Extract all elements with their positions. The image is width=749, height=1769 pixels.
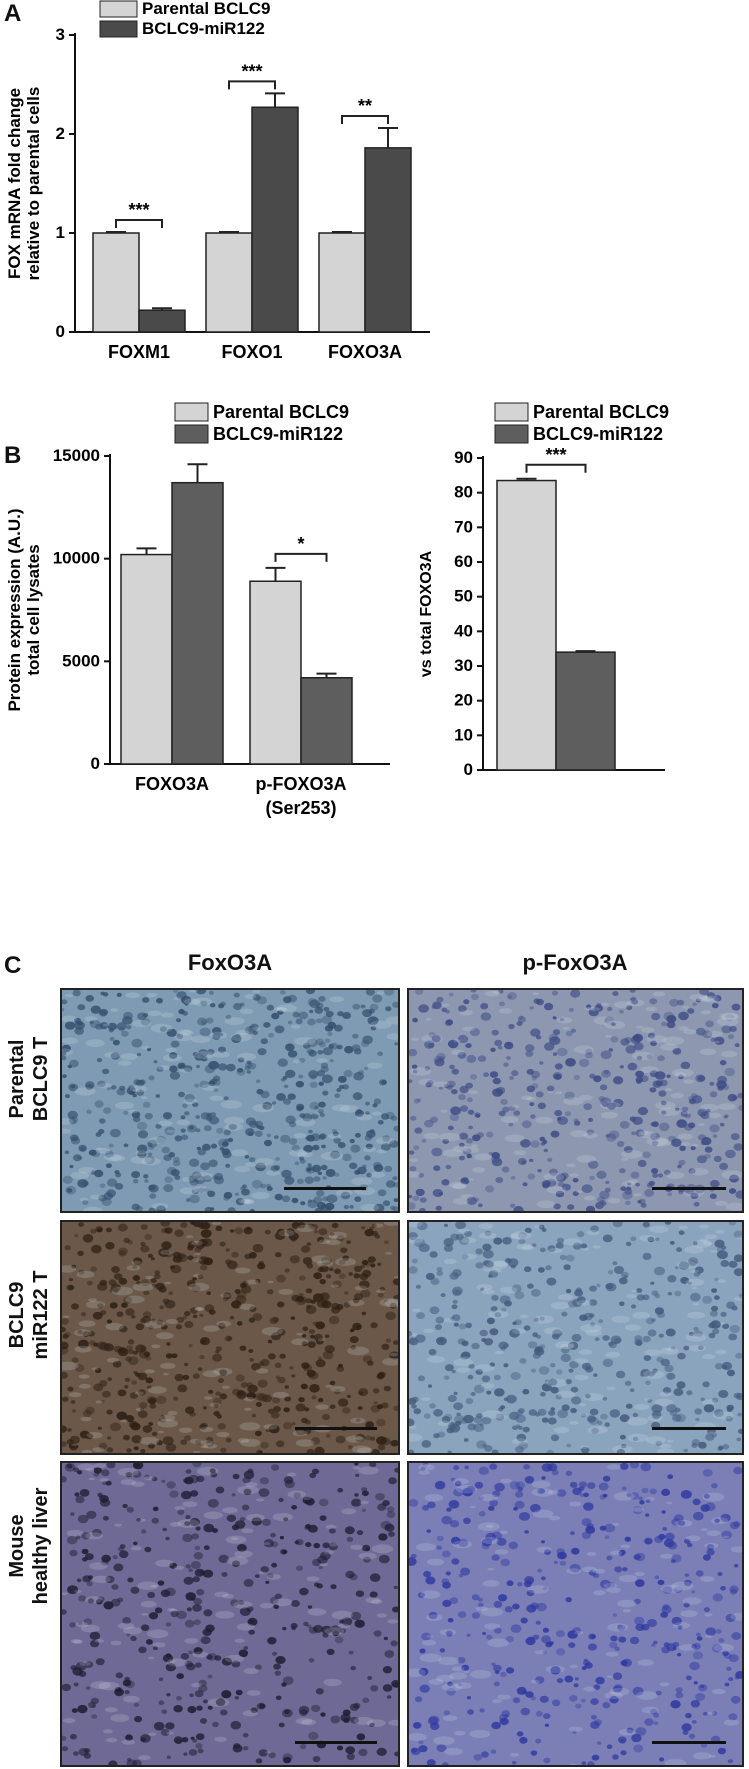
micrograph-parental-foxo3a <box>60 988 400 1213</box>
tissue-texture <box>62 1222 398 1453</box>
bar <box>120 553 173 765</box>
row-label-mir122: BCLC9 miR122 T <box>5 1200 55 1430</box>
tissue-texture <box>409 990 742 1211</box>
micrograph-liver-foxo3a <box>60 1461 400 1767</box>
micrograph-parental-p-foxo3a <box>407 988 744 1213</box>
bar <box>555 651 616 771</box>
y-axis-label: FOX mRNA fold change <box>5 88 24 279</box>
y-tick-label: 0 <box>464 760 473 779</box>
significance-label: * <box>297 534 304 554</box>
significance-label: *** <box>241 61 262 81</box>
legend-swatch <box>174 402 209 422</box>
chart-b-right: 0102030405060708090percentage of phospho… <box>420 402 669 779</box>
y-tick-label: 90 <box>454 448 473 467</box>
legend-label: Parental BCLC9 <box>142 0 270 18</box>
y-tick-label: 50 <box>454 587 473 606</box>
legend-swatch <box>99 20 138 38</box>
chart-b-left: 0 5000 10000 15000 Protein expression (A.U.)… <box>5 402 390 818</box>
legend-label: BCLC9-miR122 <box>142 19 265 38</box>
row-label-line: miR122 T <box>30 1270 52 1360</box>
micrograph-liver-p-foxo3a <box>407 1461 744 1767</box>
y-tick-label: 0 <box>91 754 100 773</box>
category-label: FOXO3A <box>328 342 402 362</box>
significance-bracket <box>274 552 328 562</box>
legend-label: Parental BCLC9 <box>533 402 669 422</box>
bar <box>496 479 557 771</box>
y-tick-label: 0 <box>56 322 65 341</box>
bar <box>318 232 366 333</box>
row-label-line: BCLC9 T <box>30 1036 52 1122</box>
y-axis-label: Protein expression (A.U.) <box>5 508 24 711</box>
row-label-line: healthy liver <box>30 1487 52 1605</box>
legend-swatch <box>494 402 529 422</box>
tissue-texture <box>62 1463 398 1765</box>
legend-label: Parental BCLC9 <box>213 402 349 422</box>
bar <box>138 309 186 333</box>
y-tick-label: 80 <box>454 483 473 502</box>
y-tick-label: 40 <box>454 621 473 640</box>
y-tick-label: 3 <box>56 25 65 44</box>
y-tick-label: 30 <box>454 656 473 675</box>
micrograph-mir122-p-foxo3a <box>407 1220 744 1455</box>
legend-swatch <box>99 0 138 18</box>
micrograph-mir122-foxo3a <box>60 1220 400 1455</box>
panel-letter-c: C <box>4 952 22 979</box>
column-title-foxo3a: FoxO3A <box>187 950 273 975</box>
significance-bracket <box>228 80 276 90</box>
y-axis-label: relative to parental cells <box>24 87 43 281</box>
y-tick-label: 10 <box>454 725 473 744</box>
category-label: p-FOXO3A <box>255 774 346 794</box>
y-axis-label: vs total FOXO3A <box>420 550 435 677</box>
bar <box>171 481 224 765</box>
row-label-line: BCLC9 <box>6 1281 28 1349</box>
panel-letter-b: B <box>4 442 22 469</box>
y-axis-label: total cell lysates <box>24 544 43 675</box>
row-label-line: Mouse <box>6 1514 28 1578</box>
chart-a: 0 1 2 3 FOX mRNA fold change relative to pare… <box>5 0 430 362</box>
tissue-texture <box>409 1222 742 1453</box>
y-tick-label: 70 <box>454 517 473 536</box>
significance-bracket <box>341 115 389 125</box>
significance-bracket <box>525 463 587 473</box>
legend-label: BCLC9-miR122 <box>533 424 663 444</box>
y-tick-label: 5000 <box>62 651 100 670</box>
y-tick-label: 20 <box>454 691 473 710</box>
y-tick-label: 60 <box>454 552 473 571</box>
bar <box>300 677 353 765</box>
row-label-parental: Parental BCLC9 T <box>5 964 55 1194</box>
row-label-line: Parental <box>6 1039 28 1119</box>
category-label: FOXO1 <box>221 342 282 362</box>
y-tick-label: 10000 <box>53 549 100 568</box>
significance-bracket <box>115 219 163 229</box>
bar <box>92 232 140 333</box>
bar <box>364 147 412 333</box>
category-label: FOXO3A <box>135 774 209 794</box>
tissue-texture <box>409 1463 742 1765</box>
category-label: FOXM1 <box>108 342 170 362</box>
bar <box>249 580 302 765</box>
bar <box>251 106 299 333</box>
legend-label: BCLC9-miR122 <box>213 424 343 444</box>
column-title-p-foxo3a: p-FoxO3A <box>522 950 628 975</box>
row-label-healthy-liver: Mouse healthy liver <box>5 1431 55 1661</box>
bar <box>205 232 253 333</box>
legend-swatch <box>174 424 209 444</box>
panel-letter-a: A <box>4 0 22 27</box>
y-tick-label: 1 <box>56 223 65 242</box>
significance-label: *** <box>545 445 566 465</box>
significance-label: *** <box>128 200 149 220</box>
y-tick-label: 2 <box>56 124 65 143</box>
category-sublabel: (Ser253) <box>265 798 336 818</box>
tissue-texture <box>62 990 398 1211</box>
legend-swatch <box>494 424 529 444</box>
significance-label: ** <box>358 96 372 116</box>
y-tick-label: 15000 <box>53 446 100 465</box>
